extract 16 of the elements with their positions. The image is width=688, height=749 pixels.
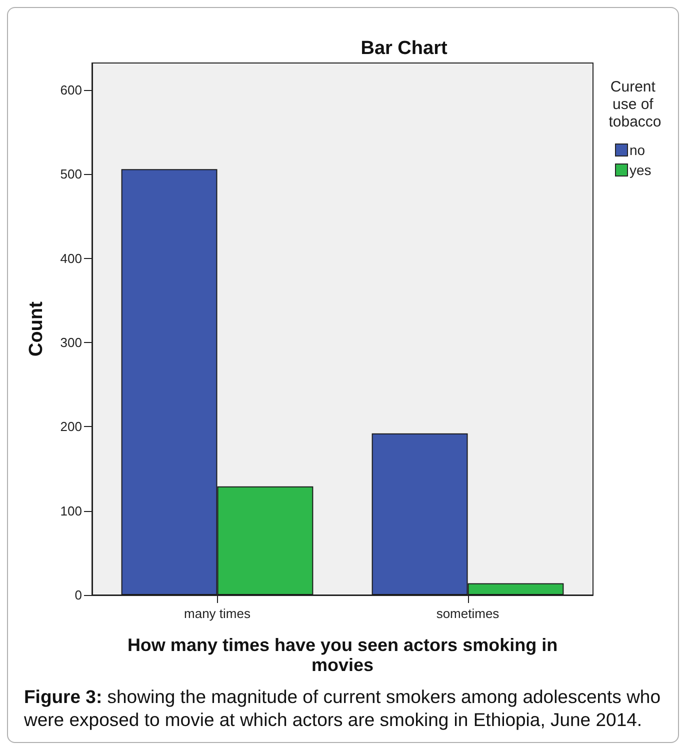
legend-label: yes: [630, 162, 652, 178]
legend-title: Curent use of tobacco: [608, 78, 662, 130]
y-tick-label: 0: [74, 588, 82, 602]
y-tick-label: 600: [60, 82, 82, 98]
chart-title: Bar Chart: [360, 38, 448, 59]
caption: Figure 3: showing the magnitude of current smokers among adolescents who were exposed to movie at which actors are smoking in Ethiopia, June 2014.: [24, 685, 662, 731]
y-tick-label: 100: [60, 503, 82, 518]
y-axis-title: Count: [26, 300, 47, 356]
y-tick-label: 300: [60, 334, 82, 350]
x-tick-label: sometimes: [436, 606, 500, 621]
x-axis-title: How many times have you seen actors smoking in movies: [127, 635, 558, 675]
legend-label: no: [630, 142, 646, 158]
y-tick-label: 400: [60, 250, 82, 266]
x-tick-label: many times: [184, 606, 251, 621]
y-tick-label: 500: [60, 166, 82, 182]
y-tick-label: 200: [60, 419, 82, 434]
